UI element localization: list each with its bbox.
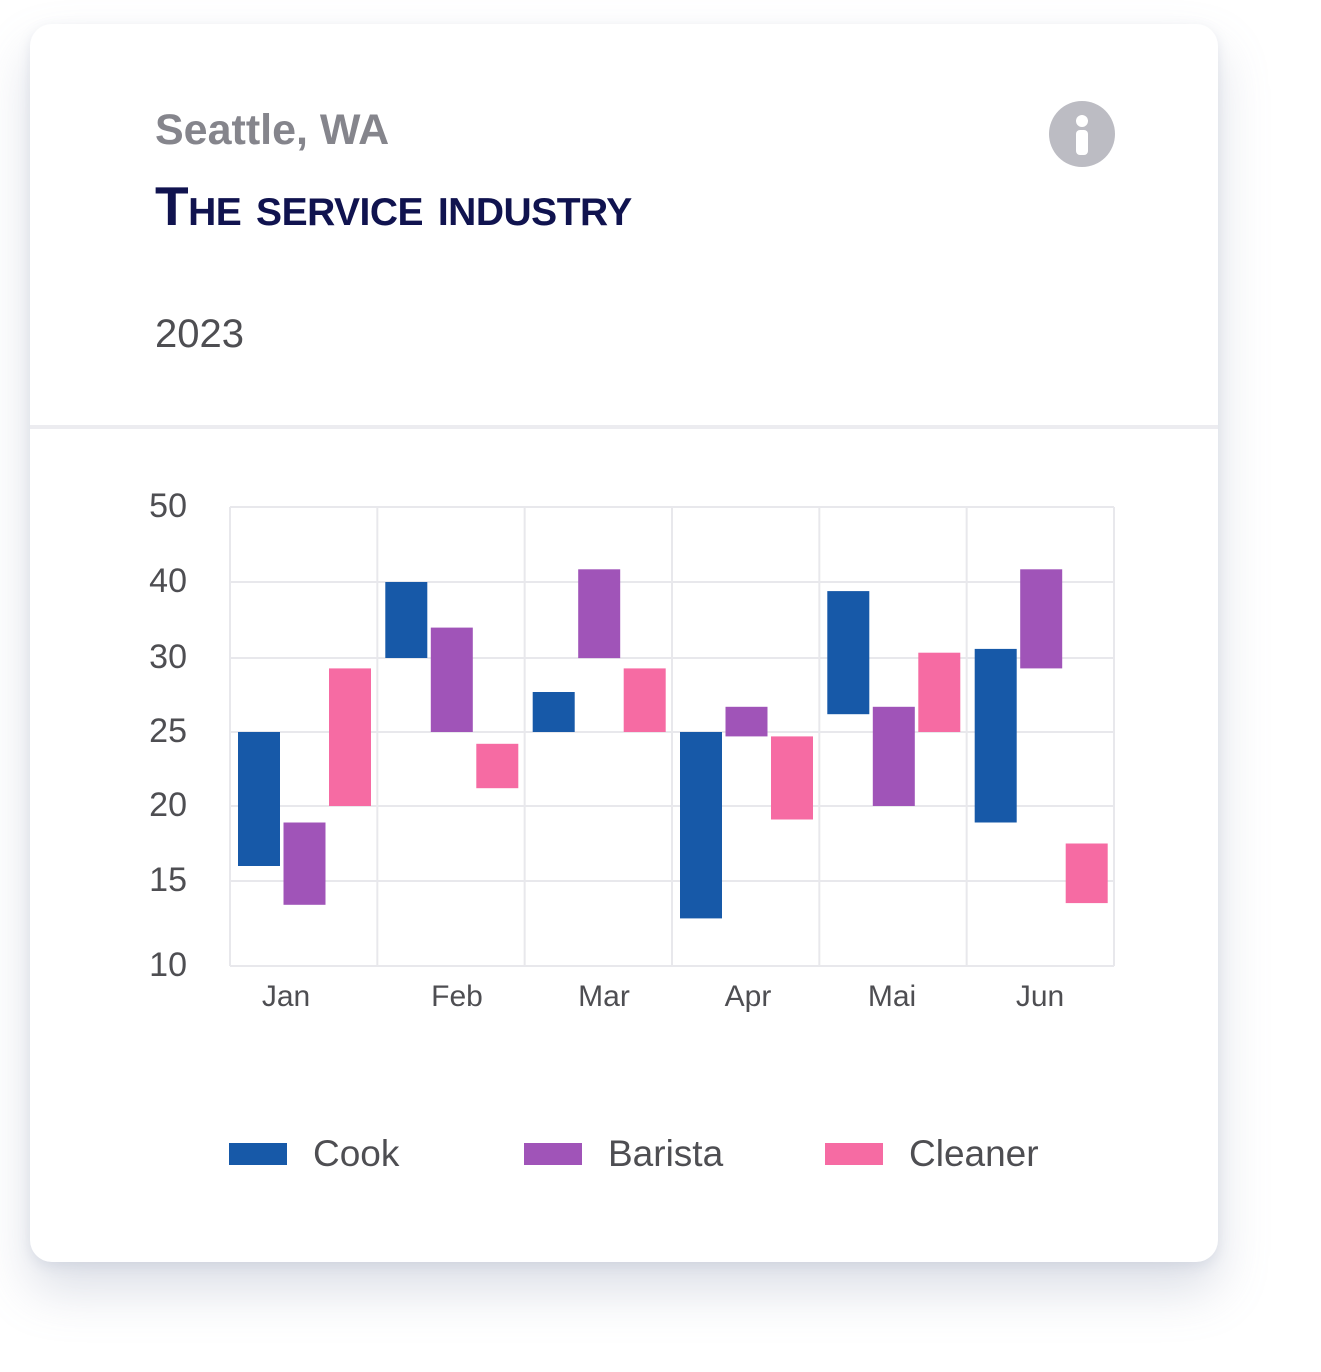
location-label: Seattle, WA [155,106,390,154]
legend-swatch [524,1143,582,1165]
bar-cleaner-jun [1065,843,1108,904]
chart-card: Seattle, WA The service industry 2023 10… [30,24,1218,1262]
legend-item-cook[interactable]: Cook [229,1132,399,1176]
chart-title: The service industry [155,175,632,237]
header-divider [30,425,1218,429]
range-bar-chart: 10 15 20 25 30 40 50 Jan Feb Mar Apr Mai Jun [149,487,1115,1013]
bar-cleaner-jan [329,668,371,806]
bar-barista-mai [872,706,915,806]
bar-cook-jun [974,648,1017,823]
y-tick-label: 20 [149,786,187,824]
legend-swatch [229,1143,287,1165]
bar-cleaner-apr [771,736,813,820]
bar-cleaner-feb [476,743,519,789]
legend-label: Cleaner [909,1133,1039,1174]
chart-legend: Cook Barista Cleaner [30,1132,1218,1176]
bar-cook-jan [238,732,280,866]
legend-label: Cook [313,1133,400,1174]
bar-cleaner-mar [623,668,666,732]
legend-item-cleaner[interactable]: Cleaner [825,1132,1039,1176]
legend-item-barista[interactable]: Barista [524,1132,723,1176]
x-tick-label: Feb [431,980,483,1013]
info-button[interactable] [1049,101,1115,167]
bar-cook-apr [680,732,722,919]
bar-cook-mar [532,692,575,732]
bar-barista-apr [725,706,768,737]
bar-cook-mai [827,591,870,715]
y-tick-label: 50 [149,487,187,525]
x-tick-label: Jun [1016,980,1064,1013]
x-tick-label: Mar [578,980,630,1013]
y-tick-label: 15 [149,861,187,899]
x-tick-label: Mai [868,980,916,1013]
bar-barista-jan [283,822,326,905]
y-tick-label: 30 [149,638,187,676]
legend-swatch [825,1143,883,1165]
bar-barista-mar [578,569,621,659]
x-tick-label: Apr [725,980,772,1013]
x-tick-label: Jan [262,980,310,1013]
y-tick-label: 25 [149,712,187,750]
bar-cook-feb [385,582,428,658]
info-icon [1076,115,1088,155]
bar-cleaner-mai [918,652,961,732]
bar-barista-feb [430,627,473,732]
y-tick-label: 40 [149,562,187,600]
bar-barista-jun [1020,569,1063,669]
y-tick-label: 10 [149,946,187,984]
legend-label: Barista [608,1133,724,1174]
year-label: 2023 [155,312,244,356]
